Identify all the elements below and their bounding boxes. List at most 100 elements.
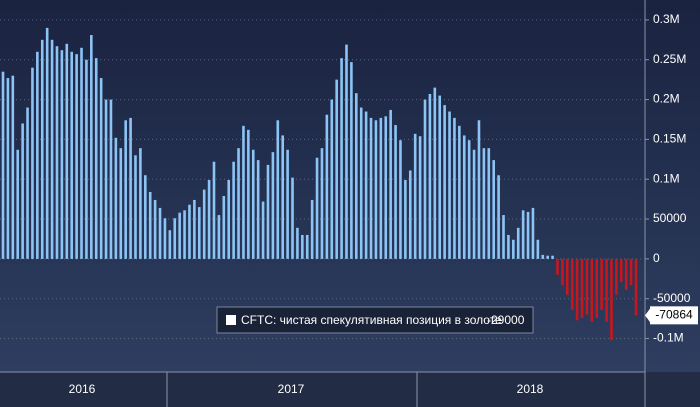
bar [193,199,196,259]
bar [595,258,599,318]
bar [40,39,44,259]
bar [6,78,10,259]
bar [507,234,510,259]
bar [359,107,363,259]
bar [315,157,319,259]
bar [134,155,137,259]
bar [536,239,540,259]
bar [404,180,407,259]
bar [227,180,231,259]
bar [242,125,245,259]
bar [600,258,603,310]
bar [1,71,5,259]
bar [55,46,59,259]
bar [605,258,608,322]
bar [99,78,103,259]
bar [458,125,461,259]
bar [291,177,294,259]
bar [305,234,309,259]
bar [266,164,270,259]
bar [394,125,397,259]
bar [364,111,368,259]
y-tick-label: 0.1M [653,171,680,185]
last-value-pointer [645,307,651,324]
bar [45,27,49,259]
bar [173,218,177,259]
bar [153,199,157,259]
bar [546,255,549,259]
bar [369,117,373,259]
bar [634,258,638,316]
x-label: 2018 [517,382,544,396]
bar [516,227,520,259]
bar [570,258,574,310]
bar [75,54,78,259]
y-tick-label: 0.3M [653,12,680,26]
bar [590,258,594,322]
bar [21,123,24,259]
x-axis-band [0,372,700,407]
bar [492,160,495,259]
y-tick-label: 0.2M [653,92,680,106]
bar [487,148,491,259]
bar [467,140,471,259]
bar [556,258,559,275]
last-value-box [650,306,698,325]
bar [276,120,280,259]
bar [580,258,584,318]
bar [202,189,206,259]
bar [340,58,343,259]
bar [158,207,162,259]
bar [90,35,93,259]
bar [256,160,260,259]
bar [477,120,481,259]
bar [114,137,118,259]
bar [237,148,240,259]
bar [624,258,628,290]
bar [212,161,216,259]
bar [433,87,437,259]
bar [109,99,113,259]
bar [384,116,388,259]
bar [438,95,442,259]
bar [178,212,181,259]
bar [104,99,108,259]
bar [197,207,201,259]
bar [619,258,623,282]
bar [502,215,505,259]
bar [217,215,221,259]
bar [482,148,486,259]
bar [31,67,34,259]
bar [399,140,402,259]
bar [301,234,304,259]
bar [418,136,422,259]
bar [330,99,334,259]
bar [551,255,554,259]
bar [50,39,54,259]
bar [36,51,39,259]
bar [261,201,265,259]
legend-box [216,306,534,334]
bar [85,59,88,259]
bar [629,258,633,286]
last-value-label: -70864 [655,308,693,322]
bar [325,114,329,259]
bar [512,239,515,259]
bar [428,93,432,259]
bar [232,161,235,259]
bar [541,254,545,259]
bar [531,207,535,259]
bar [443,105,446,259]
bar [271,152,275,259]
bar [144,175,147,259]
bar [615,258,618,295]
bar [526,211,530,259]
bar [16,149,20,259]
bar [168,230,172,259]
bar [566,258,569,295]
bar [80,47,83,259]
bar [355,93,358,259]
bar [453,117,456,259]
